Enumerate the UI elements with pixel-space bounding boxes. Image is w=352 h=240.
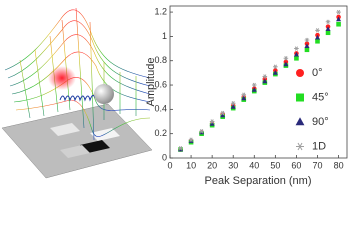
- point: [304, 37, 310, 43]
- figure: Peak Separation (nm) Amplitude 0 10 20 30 40…: [1, 5, 348, 187]
- point: [220, 110, 225, 116]
- point: [294, 55, 299, 61]
- point: [283, 61, 289, 67]
- point: [273, 64, 278, 70]
- y-axis-label: Amplitude: [145, 58, 157, 107]
- point: [230, 104, 236, 109]
- plot: [169, 5, 348, 159]
- point: [188, 137, 194, 143]
- x-tick-label: 10: [186, 160, 196, 170]
- y-tick-label: 1.2: [154, 6, 167, 16]
- y-tick-label: 1: [162, 31, 167, 41]
- point: [199, 129, 204, 134]
- point: [304, 47, 310, 53]
- point: [325, 26, 331, 31]
- y-tick-label: 0.4: [154, 104, 167, 114]
- x-tick-label: 0: [167, 160, 172, 170]
- x-tick-label: 20: [207, 160, 217, 170]
- point: [209, 119, 215, 124]
- legend-label: 45°: [312, 91, 329, 103]
- illustration: [1, 7, 153, 179]
- x-tick-label: 70: [312, 160, 322, 170]
- point: [294, 46, 299, 51]
- legend-label: 1D: [312, 140, 326, 152]
- point: [314, 34, 321, 40]
- point: [336, 16, 342, 22]
- plot-frame: [169, 5, 348, 159]
- point: [325, 30, 331, 36]
- y-tick-label: 0.2: [154, 128, 167, 138]
- point: [315, 38, 320, 44]
- point: [283, 56, 289, 61]
- legend-label: 0°: [312, 67, 323, 79]
- legend-marker: [296, 69, 304, 77]
- point: [336, 21, 341, 27]
- legend-label: 90°: [312, 116, 329, 128]
- point: [262, 78, 268, 84]
- x-tick-label: 80: [334, 160, 344, 170]
- legend-marker: [296, 93, 304, 102]
- legend-marker: [295, 117, 305, 126]
- point: [262, 74, 268, 79]
- point: [315, 28, 320, 33]
- y-tick-label: 0.6: [154, 79, 167, 89]
- x-tick-label: 40: [249, 160, 259, 170]
- point: [230, 101, 236, 106]
- point: [304, 43, 310, 48]
- x-axis-label: Peak Separation (nm): [205, 175, 312, 187]
- legend-marker: [296, 142, 304, 151]
- point: [293, 51, 299, 57]
- x-tick-label: 60: [291, 160, 301, 170]
- y-tick-label: 0: [162, 152, 167, 162]
- point: [241, 95, 247, 101]
- point: [241, 92, 247, 98]
- point: [178, 146, 183, 151]
- point: [209, 121, 215, 126]
- y-tick-label: 0.8: [154, 55, 167, 65]
- x-tick-label: 50: [270, 160, 280, 170]
- point: [251, 82, 257, 88]
- point: [251, 87, 257, 92]
- point: [272, 70, 278, 75]
- point: [325, 19, 331, 25]
- x-tick-label: 30: [228, 160, 238, 170]
- point: [220, 112, 226, 118]
- point: [336, 9, 341, 15]
